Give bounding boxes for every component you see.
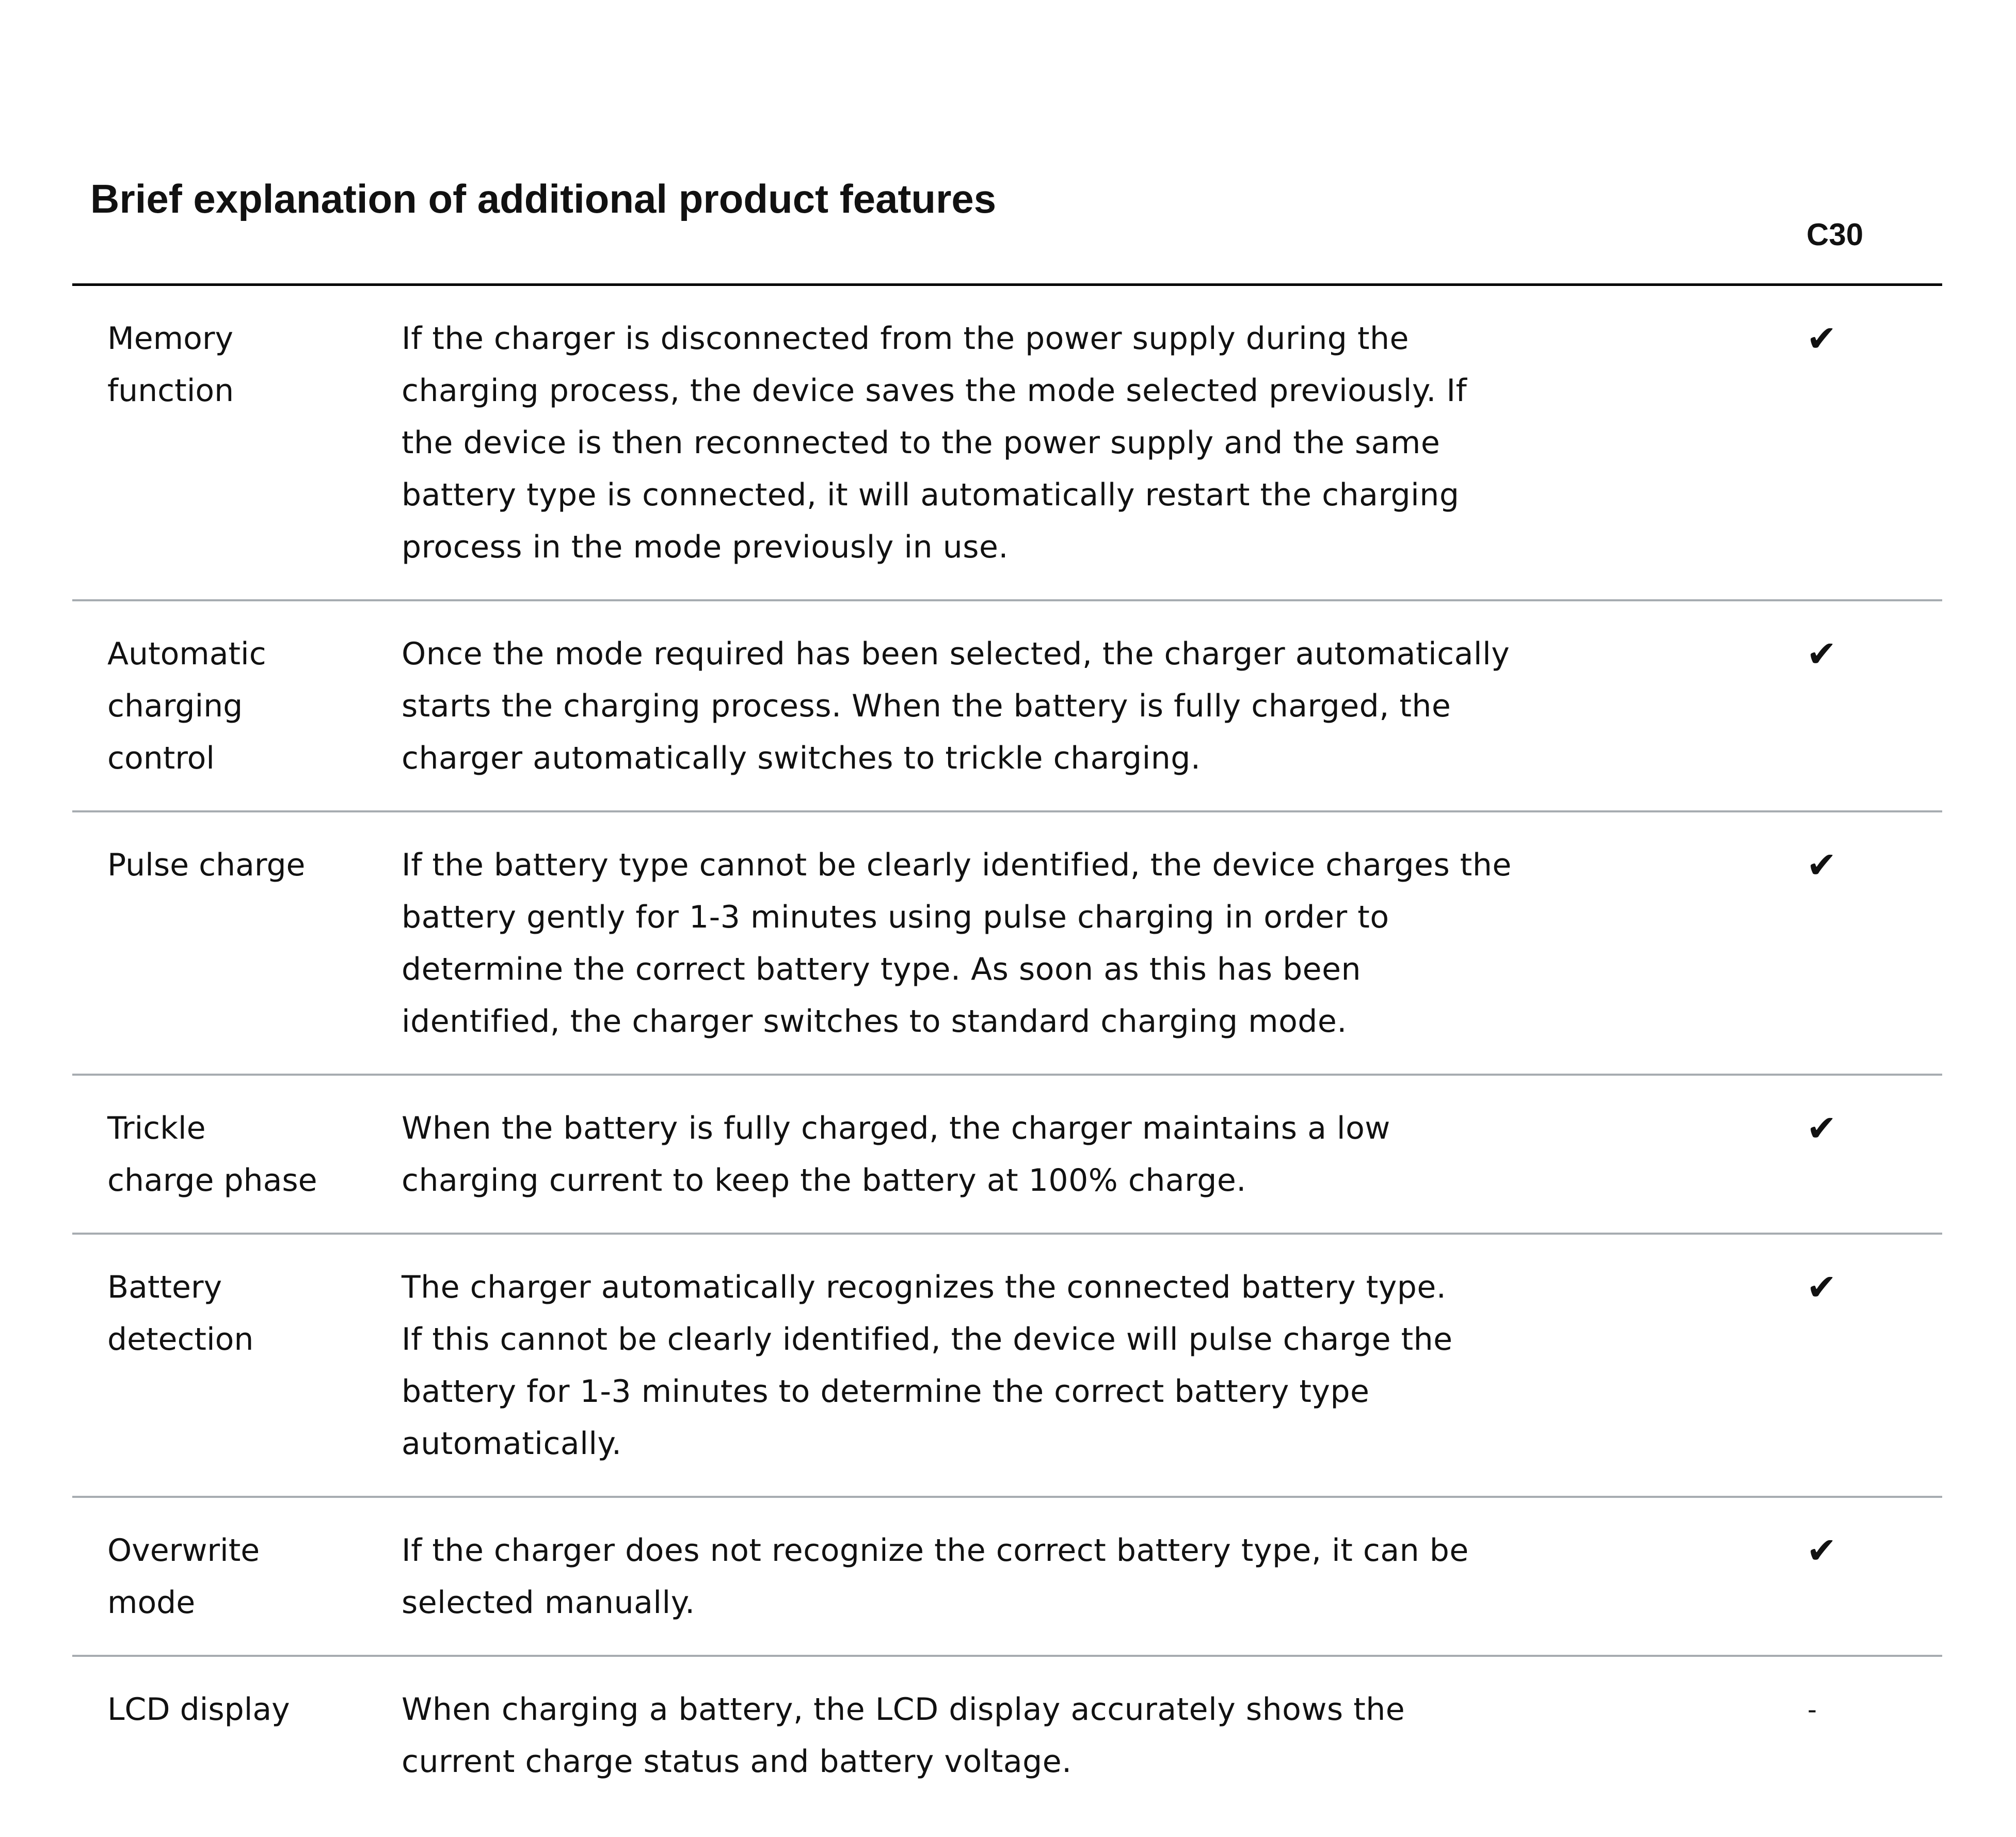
description-line: starts the charging process. When the ba… xyxy=(402,688,1451,724)
feature-description: If the battery type cannot be clearly id… xyxy=(402,839,1795,1048)
feature-description: When charging a battery, the LCD display… xyxy=(402,1684,1795,1788)
feature-name-line: Pulse charge xyxy=(107,847,306,883)
feature-name-line: charge phase xyxy=(107,1162,317,1199)
description-line: When the battery is fully charged, the c… xyxy=(402,1110,1390,1146)
check-mark-icon: ✔ xyxy=(1806,1529,1837,1572)
description-line: charging current to keep the battery at … xyxy=(402,1162,1246,1199)
description-line: determine the correct battery type. As s… xyxy=(402,951,1362,987)
description-line: the device is then reconnected to the po… xyxy=(402,425,1441,461)
description-line: When charging a battery, the LCD display… xyxy=(402,1691,1405,1728)
description-line: battery type is connected, it will autom… xyxy=(402,477,1460,513)
description-line: charging process, the device saves the m… xyxy=(402,373,1467,409)
table-row: Overwrite mode If the charger does not rec… xyxy=(72,1498,1942,1657)
check-mark-icon: ✔ xyxy=(1806,633,1837,675)
feature-name-line: Automatic xyxy=(107,636,266,672)
check-mark-icon: ✔ xyxy=(1806,317,1837,360)
description-line: charger automatically switches to trickl… xyxy=(402,740,1201,776)
page-title: Brief explanation of additional product … xyxy=(90,176,997,221)
check-mark-icon: ✔ xyxy=(1806,1266,1837,1308)
description-line: battery for 1-3 minutes to determine the… xyxy=(402,1373,1370,1410)
description-line: If the charger is disconnected from the … xyxy=(402,321,1409,357)
feature-description: If the charger does not recognize the co… xyxy=(402,1525,1795,1629)
table-row: Battery detection The charger automaticall… xyxy=(72,1235,1942,1498)
description-line: If this cannot be clearly identified, th… xyxy=(402,1321,1453,1357)
feature-name-line: mode xyxy=(107,1585,196,1621)
feature-name-line: Overwrite xyxy=(107,1532,260,1569)
description-line: The charger automatically recognizes the… xyxy=(402,1269,1447,1305)
check-mark-icon: ✔ xyxy=(1806,844,1837,886)
feature-name: Pulse charge xyxy=(72,839,402,1048)
table-row: Pulse charge If the battery type cannot b… xyxy=(72,812,1942,1076)
description-line: If the charger does not recognize the co… xyxy=(402,1532,1469,1569)
table-row: Automatic charging control Once the mode re… xyxy=(72,601,1942,812)
column-header-c30: C30 xyxy=(1806,217,1864,252)
feature-name-line: control xyxy=(107,740,215,776)
feature-name-line: charging xyxy=(107,688,243,724)
description-line: process in the mode previously in use. xyxy=(402,529,1009,565)
feature-description: The charger automatically recognizes the… xyxy=(402,1261,1795,1470)
description-line: automatically. xyxy=(402,1426,622,1462)
features-table: Memory function If the charger is disconne… xyxy=(72,283,1942,1814)
description-line: If the battery type cannot be clearly id… xyxy=(402,847,1512,883)
feature-name: LCD display xyxy=(72,1684,402,1788)
feature-name-line: LCD display xyxy=(107,1691,290,1728)
feature-name-line: function xyxy=(107,373,234,409)
feature-name-line: Memory xyxy=(107,321,234,357)
description-line: current charge status and battery voltag… xyxy=(402,1744,1072,1780)
description-line: identified, the charger switches to stan… xyxy=(402,1003,1347,1040)
feature-description: When the battery is fully charged, the c… xyxy=(402,1103,1795,1207)
feature-name: Memory function xyxy=(72,313,402,573)
feature-name: Overwrite mode xyxy=(72,1525,402,1629)
description-line: battery gently for 1-3 minutes using pul… xyxy=(402,899,1389,935)
feature-name-line: detection xyxy=(107,1321,254,1357)
table-row: LCD display When charging a battery, the … xyxy=(72,1657,1942,1814)
description-line: Once the mode required has been selected… xyxy=(402,636,1510,672)
feature-name-line: Trickle xyxy=(107,1110,206,1146)
feature-name: Battery detection xyxy=(72,1261,402,1470)
feature-name: Automatic charging control xyxy=(72,628,402,785)
description-line: selected manually. xyxy=(402,1585,695,1621)
check-mark-icon: ✔ xyxy=(1806,1107,1837,1149)
not-available-dash: - xyxy=(1807,1695,1817,1724)
feature-description: If the charger is disconnected from the … xyxy=(402,313,1795,573)
feature-description: Once the mode required has been selected… xyxy=(402,628,1795,785)
table-row: Trickle charge phase When the battery is f… xyxy=(72,1076,1942,1235)
feature-name-line: Battery xyxy=(107,1269,222,1305)
table-row: Memory function If the charger is disconne… xyxy=(72,286,1942,601)
feature-name: Trickle charge phase xyxy=(72,1103,402,1207)
